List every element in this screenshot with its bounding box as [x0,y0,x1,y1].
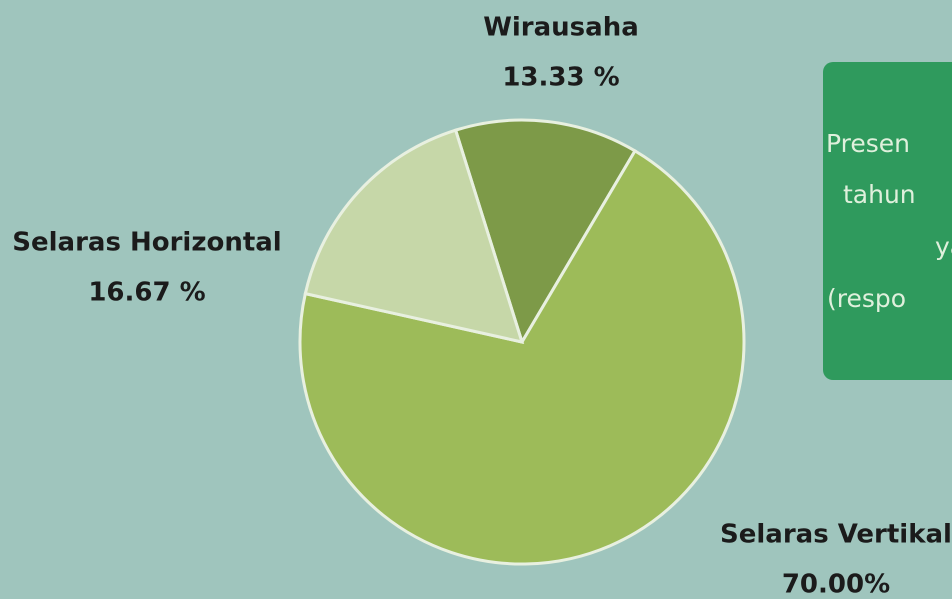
pie-slice [303,128,525,345]
pie-slice [298,148,746,566]
info-text: (respo [827,284,906,313]
pie-slice [453,118,638,346]
info-text: ya [935,232,952,261]
slice-value: 13.33 % [502,63,619,93]
slice-value: 70.00% [782,570,890,599]
slice-label: Selaras Vertikal [720,520,952,550]
slice-value: 16.67 % [88,278,205,308]
info-text: Presen [826,129,910,158]
slice-label: Wirausaha [483,13,639,43]
slice-label: Selaras Horizontal [12,228,281,258]
info-text: tahun [843,180,916,209]
info-box [823,62,952,380]
